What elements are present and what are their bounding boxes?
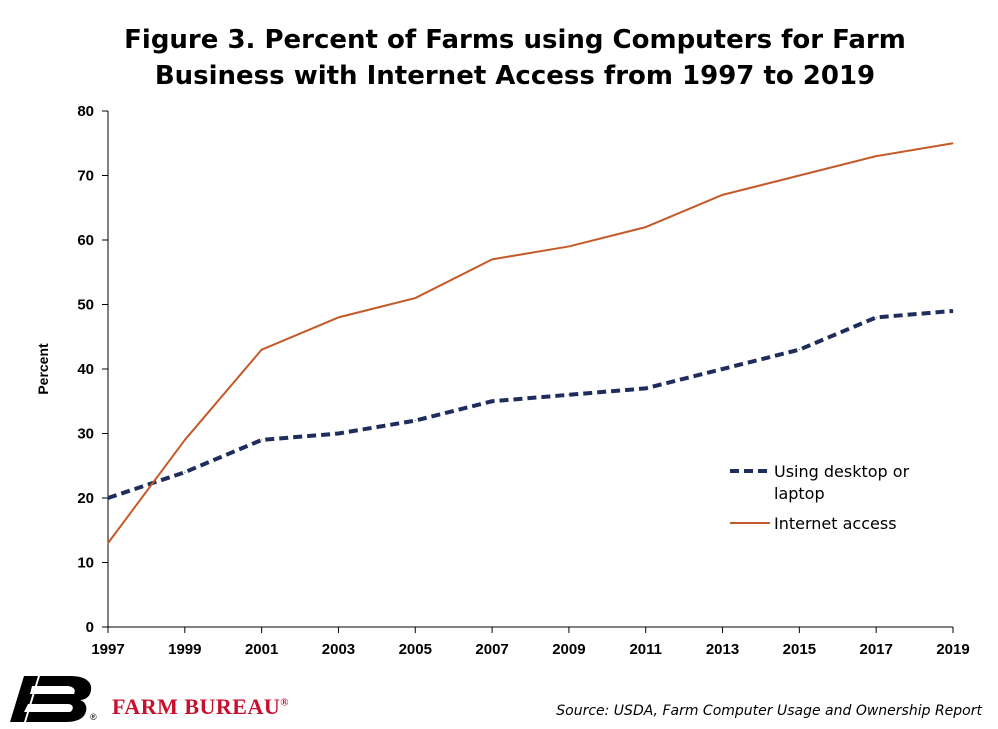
data-point: [107, 542, 109, 544]
x-tick-label: 2005: [399, 641, 432, 658]
data-point: [645, 387, 647, 389]
x-tick-label: 2003: [322, 641, 355, 658]
y-tick-label: 0: [86, 619, 94, 636]
y-axis-label: Percent: [35, 343, 51, 395]
data-point: [568, 394, 570, 396]
data-point: [722, 194, 724, 196]
data-point: [184, 471, 186, 473]
data-point: [414, 297, 416, 299]
x-tick-label: 2019: [936, 641, 969, 658]
legend-label: laptop: [774, 484, 825, 503]
y-tick-label: 60: [77, 232, 94, 249]
x-tick-label: 2001: [245, 641, 278, 658]
y-tick-label: 10: [77, 555, 94, 572]
data-point: [722, 368, 724, 370]
data-point: [568, 245, 570, 247]
x-tick-label: 1999: [168, 641, 201, 658]
legend-label: Using desktop or: [774, 462, 910, 481]
data-point: [875, 316, 877, 318]
series-line-desktop-laptop: [107, 308, 954, 500]
data-point: [491, 400, 493, 402]
data-point: [261, 439, 263, 441]
y-tick-label: 20: [77, 490, 94, 507]
series-line-internet-access: [107, 142, 954, 544]
x-tick-label: 2009: [552, 641, 585, 658]
y-tick-label: 80: [77, 103, 94, 120]
farm-bureau-logo-icon: [10, 676, 92, 722]
x-tick-label: 2013: [706, 641, 739, 658]
data-point: [645, 226, 647, 228]
data-point: [337, 433, 339, 434]
data-point: [952, 310, 954, 312]
farm-bureau-wordmark: FARM BUREAU®: [112, 694, 289, 719]
chart-title-line1: Figure 3. Percent of Farms using Compute…: [124, 25, 906, 55]
y-tick-label: 40: [77, 361, 94, 378]
data-point: [491, 258, 493, 260]
legend-label: Internet access: [774, 514, 897, 533]
data-point: [798, 175, 800, 176]
x-tick-label: 2007: [475, 641, 508, 658]
x-tick-label: 2017: [859, 641, 892, 658]
data-point: [414, 420, 416, 422]
chart-title-line2: Business with Internet Access from 1997 …: [154, 61, 876, 91]
data-point: [184, 439, 186, 441]
x-tick-label: 2011: [629, 641, 662, 658]
y-tick-label: 30: [77, 426, 94, 443]
data-point: [952, 142, 954, 144]
source-note: Source: USDA, Farm Computer Usage and Ow…: [556, 703, 982, 719]
y-tick-label: 50: [77, 297, 94, 314]
data-point: [798, 349, 800, 351]
x-tick-label: 2015: [783, 641, 816, 658]
y-tick-label: 70: [77, 168, 94, 185]
data-point: [337, 316, 339, 318]
x-tick-label: 1997: [91, 641, 124, 658]
chart-title: Figure 3. Percent of Farms using Compute…: [120, 22, 910, 94]
data-point: [107, 497, 109, 499]
data-point: [261, 349, 263, 351]
data-point: [875, 155, 877, 157]
logo-registered-mark: ®: [90, 712, 97, 722]
